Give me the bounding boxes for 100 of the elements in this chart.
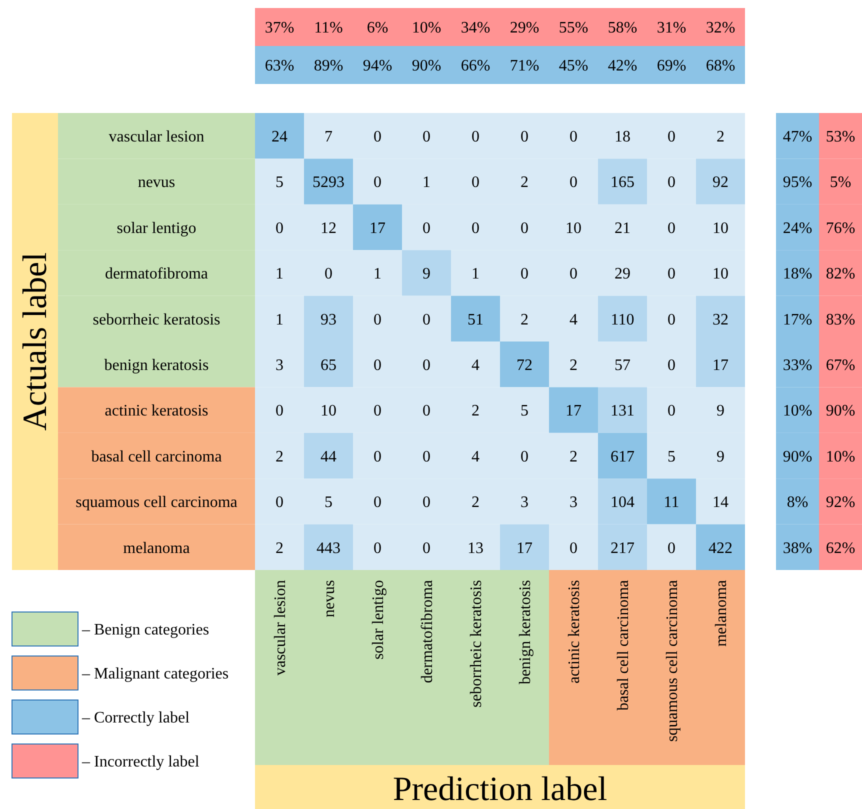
data-label: 0: [520, 448, 528, 466]
data-label: 0: [276, 220, 284, 237]
data-label: 90%: [826, 402, 856, 420]
data-label: 76%: [826, 220, 856, 237]
data-label: 422: [708, 540, 732, 557]
data-label: 10: [320, 402, 336, 420]
data-label: 53%: [826, 128, 856, 146]
data-label: 0: [374, 540, 382, 557]
data-label: 58%: [608, 20, 638, 37]
y-tick-label: seborrheic keratosis: [92, 311, 220, 328]
data-label: 0: [570, 174, 578, 192]
data-label: 0: [668, 220, 676, 237]
y-tick-label: squamous cell carcinoma: [76, 494, 238, 512]
data-label: 9: [422, 266, 430, 283]
data-label: 9: [716, 402, 724, 420]
data-label: 2: [276, 540, 284, 557]
data-label: 68%: [706, 58, 736, 75]
data-label: 62%: [826, 540, 856, 557]
data-label: 0: [668, 540, 676, 557]
data-label: 38%: [782, 540, 812, 557]
data-label: 18%: [782, 266, 812, 283]
data-label: 57: [614, 356, 630, 374]
x-tick-label: squamous cell carcinoma: [664, 580, 682, 742]
data-label: 17: [566, 402, 582, 420]
data-label: 0: [374, 128, 382, 146]
data-label: 31%: [656, 20, 686, 37]
data-label: 42%: [608, 58, 638, 75]
data-label: 0: [668, 356, 676, 374]
y-tick-label: basal cell carcinoma: [91, 448, 222, 466]
x-tick-label: melanoma: [713, 580, 730, 647]
data-label: 67%: [826, 356, 856, 374]
data-label: 0: [276, 494, 284, 512]
y-axis-title: Actuals label: [17, 252, 54, 431]
data-label: 0: [668, 128, 676, 146]
data-label: 10: [566, 220, 582, 237]
data-label: 82%: [826, 266, 856, 283]
data-label: 0: [324, 266, 332, 283]
data-label: 93: [320, 311, 336, 328]
data-label: 5: [668, 448, 676, 466]
data-label: 55%: [558, 20, 588, 37]
data-label: 83%: [826, 311, 856, 328]
data-label: 92%: [826, 494, 856, 512]
data-label: 90%: [782, 448, 812, 466]
data-label: 1: [276, 311, 284, 328]
data-label: 51: [468, 311, 484, 328]
data-label: 104: [610, 494, 634, 512]
data-label: 0: [374, 402, 382, 420]
data-label: 29: [614, 266, 630, 283]
data-label: 0: [422, 128, 430, 146]
data-label: 92: [712, 174, 728, 192]
x-tick-label: actinic keratosis: [566, 580, 584, 684]
x-tick-label: vascular lesion: [272, 580, 290, 676]
x-tick-label: basal cell carcinoma: [615, 580, 632, 711]
data-label: 4: [570, 311, 578, 328]
data-label: 5: [276, 174, 284, 192]
data-label: 10%: [412, 20, 442, 37]
data-label: 0: [520, 220, 528, 237]
data-label: 11%: [314, 20, 343, 37]
data-label: 165: [610, 174, 634, 192]
data-label: 3: [570, 494, 578, 512]
data-label: 0: [422, 356, 430, 374]
data-label: 617: [610, 448, 634, 466]
data-label: 10: [712, 266, 728, 283]
data-label: 0: [422, 311, 430, 328]
data-label: 13: [468, 540, 484, 557]
data-label: 8%: [786, 494, 808, 512]
data-label: 89%: [314, 58, 344, 75]
data-label: 32: [712, 311, 728, 328]
data-label: 131: [610, 402, 634, 420]
x-tick-label: dermatofibroma: [419, 580, 436, 684]
data-label: 24%: [782, 220, 812, 237]
data-label: 14: [712, 494, 728, 512]
text: – Benign categories: [81, 622, 210, 639]
data-label: 6%: [366, 20, 388, 37]
data-label: 17: [370, 220, 386, 237]
y-tick-label: melanoma: [123, 540, 190, 557]
data-label: 10%: [782, 402, 812, 420]
data-label: 0: [422, 402, 430, 420]
data-label: 0: [422, 494, 430, 512]
data-label: 0: [668, 174, 676, 192]
y-tick-label: vascular lesion: [108, 128, 204, 146]
text: – Incorrectly label: [81, 754, 200, 771]
text: – Malignant categories: [81, 666, 229, 683]
data-label: 32%: [706, 20, 736, 37]
x-tick-label: nevus: [321, 580, 338, 618]
data-label: 0: [520, 266, 528, 283]
data-label: 10: [712, 220, 728, 237]
data-label: 72: [516, 356, 532, 374]
data-label: 1: [472, 266, 480, 283]
data-label: 0: [276, 402, 284, 420]
data-label: 0: [472, 220, 480, 237]
data-label: 2: [472, 494, 480, 512]
data-label: 0: [374, 311, 382, 328]
data-label: 0: [668, 402, 676, 420]
data-label: 17: [712, 356, 728, 374]
data-label: 10%: [826, 448, 856, 466]
data-label: 0: [374, 494, 382, 512]
data-label: 37%: [264, 20, 294, 37]
data-label: 4: [472, 448, 480, 466]
x-axis-title: Prediction label: [392, 771, 608, 808]
